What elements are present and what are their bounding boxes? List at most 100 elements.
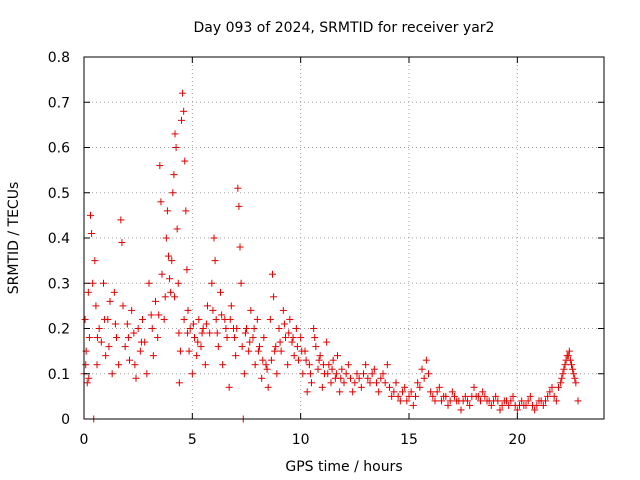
y-axis-ticks: 0 0.1 0.2 0.3 0.4 0.5 0.6 0.7 0.8 (48, 50, 604, 428)
data-point (533, 401, 541, 409)
data-point (560, 365, 568, 373)
data-point (234, 184, 242, 192)
data-point (198, 329, 206, 337)
data-point (498, 401, 506, 409)
data-point (399, 388, 406, 396)
data-point (347, 374, 354, 382)
data-point (213, 329, 221, 337)
data-point (237, 279, 245, 287)
data-point (375, 388, 383, 396)
data-series (80, 89, 582, 423)
data-point (403, 397, 411, 405)
x-axis-ticks: 0 5 10 15 20 (80, 57, 526, 448)
data-point (186, 325, 194, 332)
data-point (416, 383, 424, 391)
data-point (175, 329, 183, 337)
x-axis-label: GPS time / hours (285, 459, 402, 475)
data-point (105, 343, 113, 351)
data-point (147, 311, 155, 319)
data-point (179, 89, 187, 97)
data-point (236, 243, 244, 251)
data-point (214, 343, 222, 351)
data-point (276, 338, 284, 346)
data-point (157, 198, 165, 206)
data-point (102, 352, 110, 360)
data-point (134, 325, 142, 332)
data-point (240, 370, 248, 378)
data-point (316, 352, 324, 360)
data-point (355, 374, 363, 382)
data-point (91, 257, 99, 265)
data-point (154, 334, 162, 342)
data-point (88, 229, 96, 237)
data-point (172, 144, 180, 151)
data-point (171, 130, 179, 138)
data-point (285, 329, 293, 337)
data-point (569, 365, 577, 373)
data-point (170, 171, 178, 179)
data-point (383, 361, 391, 369)
data-point (249, 334, 257, 342)
data-point (464, 397, 471, 405)
data-point (277, 347, 285, 355)
x-tick-label: 5 (188, 432, 197, 448)
data-point (93, 361, 101, 369)
data-point (401, 383, 409, 391)
data-point (550, 392, 558, 400)
data-point (183, 266, 191, 274)
data-point (181, 157, 189, 165)
data-point (542, 397, 549, 405)
data-point (111, 320, 119, 328)
data-point (267, 356, 275, 364)
data-point (496, 406, 504, 414)
data-point (106, 297, 114, 305)
data-point (379, 370, 387, 378)
data-point (472, 392, 480, 400)
data-point (312, 343, 320, 351)
data-point (334, 352, 341, 360)
data-point (457, 406, 465, 414)
data-point (110, 288, 118, 296)
y-tick-label: 0.6 (48, 141, 70, 157)
data-point (262, 361, 270, 369)
data-point (119, 302, 127, 310)
data-point (470, 383, 478, 391)
data-point (259, 356, 267, 364)
data-point (364, 374, 372, 382)
data-point (311, 334, 319, 342)
data-point (243, 325, 250, 332)
data-point (433, 388, 441, 396)
data-point (209, 306, 217, 314)
data-point (85, 374, 93, 382)
data-point (336, 388, 344, 396)
data-point (524, 397, 532, 405)
data-point (568, 361, 575, 369)
data-point (289, 334, 297, 342)
y-tick-label: 0.2 (48, 322, 70, 338)
data-point (163, 207, 171, 215)
data-point (100, 279, 107, 287)
data-point (509, 392, 517, 400)
data-point (95, 325, 103, 332)
data-point (477, 397, 484, 405)
data-point (219, 361, 227, 369)
data-point (256, 343, 263, 351)
data-point (306, 370, 314, 378)
data-point (427, 388, 435, 396)
data-point (507, 397, 515, 405)
data-point (564, 352, 572, 360)
data-point (130, 329, 138, 337)
data-point (571, 374, 579, 382)
data-point (139, 315, 146, 323)
x-tick-label: 15 (400, 432, 418, 448)
data-point (152, 297, 159, 305)
data-point (314, 365, 322, 373)
data-point (388, 392, 396, 400)
data-point (494, 397, 502, 405)
data-point (92, 302, 100, 310)
data-point (327, 379, 335, 387)
data-point (84, 288, 92, 296)
data-point (254, 347, 262, 355)
data-point (279, 306, 287, 314)
data-point (158, 270, 166, 278)
